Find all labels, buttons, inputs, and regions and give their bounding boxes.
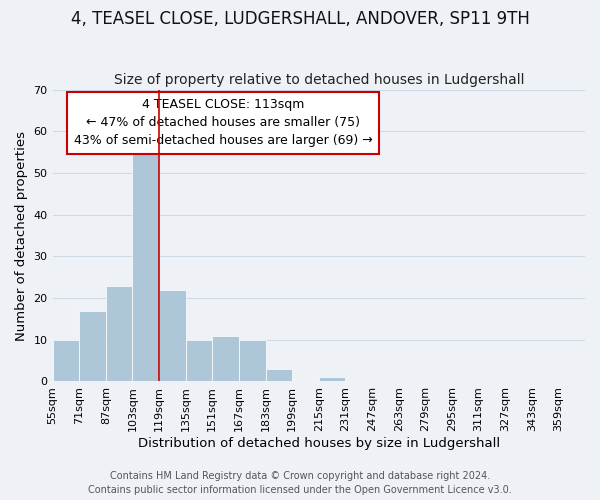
Bar: [79, 310, 106, 382]
Bar: [106, 286, 133, 382]
Text: 4, TEASEL CLOSE, LUDGERSHALL, ANDOVER, SP11 9TH: 4, TEASEL CLOSE, LUDGERSHALL, ANDOVER, S…: [71, 10, 529, 28]
Text: 4 TEASEL CLOSE: 113sqm
← 47% of detached houses are smaller (75)
43% of semi-det: 4 TEASEL CLOSE: 113sqm ← 47% of detached…: [74, 98, 373, 148]
Bar: [53, 340, 79, 382]
Bar: [159, 290, 185, 382]
Bar: [239, 340, 266, 382]
Bar: [133, 152, 159, 382]
Title: Size of property relative to detached houses in Ludgershall: Size of property relative to detached ho…: [113, 73, 524, 87]
Y-axis label: Number of detached properties: Number of detached properties: [15, 130, 28, 340]
Text: Contains HM Land Registry data © Crown copyright and database right 2024.
Contai: Contains HM Land Registry data © Crown c…: [88, 471, 512, 495]
Bar: [266, 369, 292, 382]
X-axis label: Distribution of detached houses by size in Ludgershall: Distribution of detached houses by size …: [138, 437, 500, 450]
Bar: [212, 336, 239, 382]
Bar: [319, 378, 346, 382]
Bar: [185, 340, 212, 382]
